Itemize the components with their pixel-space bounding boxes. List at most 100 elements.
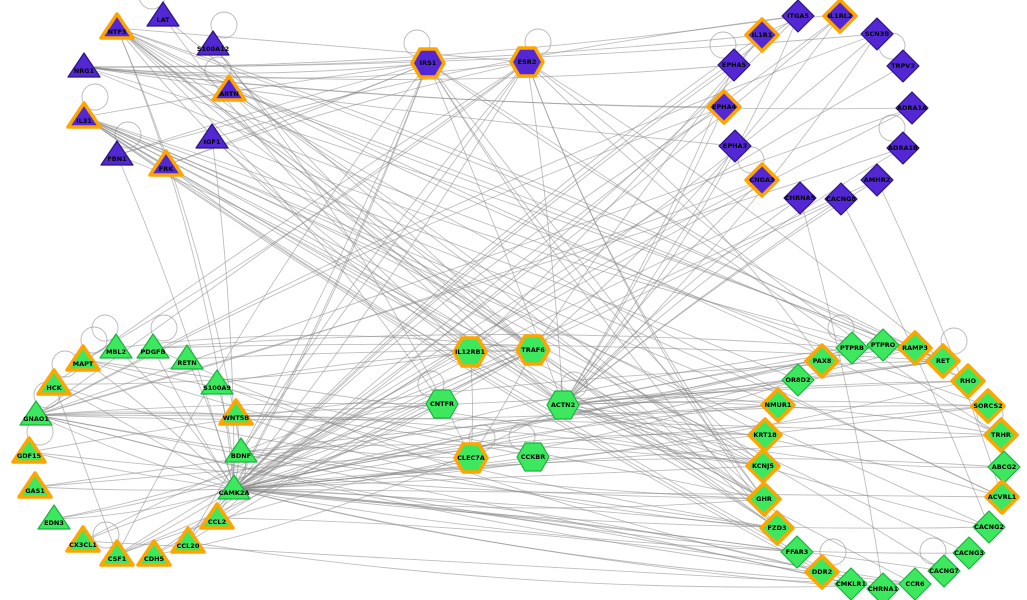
edge-BDNF-KCNJ5 <box>240 444 764 467</box>
node-RET[interactable]: RET <box>925 343 961 379</box>
node-shape <box>516 442 550 472</box>
edge-EPHA4-GNAO1 <box>35 106 725 416</box>
node-shape <box>211 74 247 102</box>
node-FRK[interactable]: FRK <box>148 149 184 177</box>
node-ACVRL1[interactable]: ACVRL1 <box>984 479 1020 515</box>
edge-NRG1-EPHA5 <box>83 64 735 80</box>
self-loop-edge <box>709 31 737 59</box>
node-TRAF6[interactable]: TRAF6 <box>515 334 551 366</box>
node-shape <box>452 336 488 368</box>
edge-layer <box>28 15 1005 590</box>
edge-WNT5B-FZD3 <box>235 413 778 529</box>
node-shape <box>66 101 102 129</box>
edge-PDGFB-PTPRB <box>152 334 853 349</box>
node-shape <box>410 47 446 79</box>
node-shape <box>17 471 53 499</box>
edge-ACTN2-EPHA5 <box>562 64 735 406</box>
node-shape <box>780 535 814 569</box>
node-shape <box>136 333 170 359</box>
node-shape <box>970 388 1006 424</box>
node-CHRNA5[interactable]: CHRNA5 <box>783 181 817 215</box>
node-ESR2[interactable]: ESR2 <box>509 46 545 78</box>
node-CCL20[interactable]: CCL20 <box>170 526 206 554</box>
edge-ACTN2-FZD3 <box>562 404 778 529</box>
node-LAT[interactable]: LAT <box>146 1 180 27</box>
edge-NTF3-RET <box>116 27 944 362</box>
node-ADRA1A[interactable]: ADRA1A <box>895 91 929 125</box>
self-loop-edge <box>919 537 947 565</box>
node-CCR6[interactable]: CCR6 <box>898 567 932 600</box>
node-shape <box>866 328 900 362</box>
node-SCN3B[interactable]: SCN3B <box>860 17 894 51</box>
edge-ESR2-CAMK2A <box>233 61 528 490</box>
edge-TRAF6-CCL2 <box>216 349 534 519</box>
node-shape <box>99 333 133 359</box>
node-NTF3[interactable]: NTF3 <box>99 12 135 40</box>
node-GNAO1[interactable]: GNAO1 <box>19 400 53 426</box>
node-IL1R1[interactable]: IL1R1 <box>744 17 780 53</box>
node-CACNG3[interactable]: CACNG3 <box>952 536 986 570</box>
node-MAPT[interactable]: MAPT <box>65 344 101 372</box>
node-CACNG7[interactable]: CACNG7 <box>927 554 961 588</box>
node-NMUR1[interactable]: NMUR1 <box>760 387 796 423</box>
node-shape <box>200 369 234 395</box>
node-shape <box>99 12 135 40</box>
edge-TRAF6-IL1RL2 <box>532 15 841 351</box>
edge-CAMK2A-TRPV3 <box>233 65 904 490</box>
edge-IL31-FZD3 <box>83 116 778 529</box>
node-ABCG2[interactable]: ABCG2 <box>987 450 1021 484</box>
node-TRPV3[interactable]: TRPV3 <box>886 49 920 83</box>
edge-ACTN2-CHRNA5 <box>562 197 801 406</box>
node-shape <box>170 526 206 554</box>
node-shape <box>746 481 782 517</box>
edge-ACTN2-RHO <box>562 380 969 406</box>
edge-CAMK2A-IL1R1 <box>233 34 763 490</box>
node-shape <box>224 437 258 463</box>
node-shape <box>425 389 459 419</box>
node-IGF1[interactable]: IGF1 <box>195 123 229 149</box>
node-RETN[interactable]: RETN <box>170 344 204 370</box>
edge-IL31-CACNG2 <box>83 116 990 528</box>
edge-MAPT-FZD3 <box>82 359 778 529</box>
edge-IL12RB1-HCK <box>53 351 471 385</box>
edge-BDNF-FZD3 <box>240 451 778 529</box>
edge-GNAO1-NMUR1 <box>35 404 779 421</box>
self-loop-edge <box>210 11 238 39</box>
edge-HCK-CSF1 <box>53 383 118 556</box>
node-IRS1[interactable]: IRS1 <box>410 47 446 79</box>
edge-ESR2-RET <box>526 61 944 362</box>
node-shape <box>11 436 47 464</box>
edge-LAT-IL12RB1 <box>162 15 471 353</box>
node-CSF1[interactable]: CSF1 <box>99 539 135 567</box>
node-CACNG2[interactable]: CACNG2 <box>972 510 1006 544</box>
node-CMKLR1[interactable]: CMKLR1 <box>834 567 868 600</box>
edge-ACTN2-ABCG2 <box>562 404 1005 468</box>
node-MBL2[interactable]: MBL2 <box>99 333 133 359</box>
node-AMHR2[interactable]: AMHR2 <box>860 163 894 197</box>
node-IL1RL2[interactable]: IL1RL2 <box>822 0 858 34</box>
self-loop-edge <box>80 326 108 354</box>
edge-TRAF6-RETN <box>186 349 534 360</box>
node-ADRA1B[interactable]: ADRA1B <box>886 131 920 165</box>
edge-MAPT-KCNJ5 <box>82 359 764 467</box>
node-CLEC7A[interactable]: CLEC7A <box>453 442 489 474</box>
node-IL12RB1[interactable]: IL12RB1 <box>452 336 488 368</box>
edge-MAPT-GHR <box>82 359 765 500</box>
node-FZD3[interactable]: FZD3 <box>759 510 795 546</box>
edge-ACTN2-EPHA4 <box>562 106 725 406</box>
edge-ACTN2-CACNG8 <box>562 198 842 406</box>
node-HCK[interactable]: HCK <box>36 368 72 396</box>
node-TRHR[interactable]: TRHR <box>983 417 1019 453</box>
node-EPHA5[interactable]: EPHA5 <box>717 48 751 82</box>
node-NRG1[interactable]: NRG1 <box>67 52 101 78</box>
edge-CAMK2A-KCNJ5 <box>233 465 764 490</box>
edge-IL31-ACVRL1 <box>83 116 1003 498</box>
node-shape <box>781 0 815 33</box>
edge-CAMK2A-GNAO1 <box>35 414 235 490</box>
node-FBN1[interactable]: FBN1 <box>100 140 134 166</box>
node-RAMP3[interactable]: RAMP3 <box>897 330 933 366</box>
edge-NRG1-ADRA1A <box>83 66 913 110</box>
edge-IRS1-CAMK2A <box>233 62 429 490</box>
node-RHO[interactable]: RHO <box>950 363 986 399</box>
node-shape <box>983 417 1019 453</box>
